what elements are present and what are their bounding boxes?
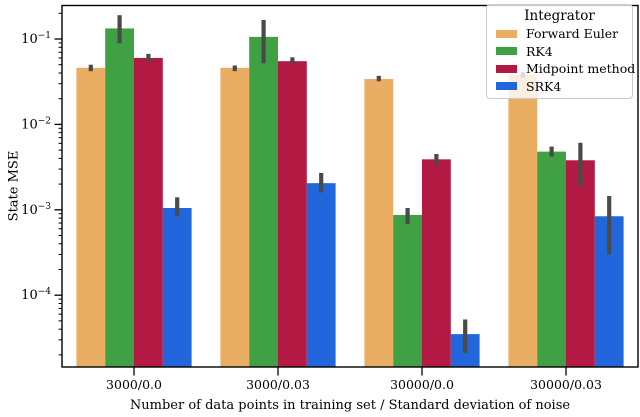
bar	[422, 159, 451, 367]
legend-item: SRK4	[487, 78, 632, 96]
plot-border	[61, 4, 639, 368]
legend-item: Forward Euler	[487, 25, 632, 43]
legend-item: Midpoint method	[487, 60, 636, 78]
legend-label: RK4	[526, 43, 553, 59]
y-tick-exponent: −1	[38, 31, 51, 41]
bar	[105, 28, 134, 368]
y-tick-exponent: −2	[38, 116, 51, 126]
bar	[393, 214, 422, 367]
y-tick-label: 10−1	[21, 31, 51, 47]
bar	[162, 207, 192, 367]
y-axis-label: State MSE	[6, 150, 22, 222]
legend: Integrator Forward Euler RK4 Midpoint meth…	[486, 4, 636, 99]
legend-swatch-forward-euler	[496, 29, 517, 38]
x-tick-label: 30000/0.03	[530, 377, 602, 392]
bar	[249, 36, 278, 368]
bar	[306, 183, 336, 367]
legend-title: Integrator	[524, 8, 595, 24]
bar	[220, 67, 250, 368]
bar	[76, 67, 106, 368]
x-tick-label: 30000/0.0	[390, 377, 454, 392]
bar	[508, 74, 538, 368]
x-axis-label: Number of data points in training set / …	[129, 398, 571, 413]
legend-swatch-midpoint-method	[496, 64, 517, 73]
bar	[278, 61, 307, 367]
y-tick-label: 10−3	[21, 202, 51, 218]
legend-swatch-srk4	[496, 82, 517, 91]
bar	[537, 151, 566, 367]
bar	[364, 79, 394, 367]
x-tick-label: 3000/0.03	[246, 377, 310, 392]
legend-swatch-rk4	[496, 47, 517, 56]
legend-label: Midpoint method	[526, 61, 636, 77]
bar	[134, 57, 163, 367]
legend-items: Forward Euler RK4 Midpoint method SRK4	[487, 25, 636, 96]
y-tick-exponent: −4	[38, 287, 52, 297]
x-tick-label: 3000/0.0	[106, 377, 162, 392]
y-tick-label: 10−4	[21, 287, 51, 303]
legend-label: SRK4	[526, 78, 562, 94]
legend-item: RK4	[487, 43, 632, 61]
y-tick-exponent: −3	[38, 202, 52, 212]
bar	[566, 160, 595, 367]
legend-label: Forward Euler	[526, 26, 619, 42]
y-tick-label: 10−2	[21, 116, 51, 132]
